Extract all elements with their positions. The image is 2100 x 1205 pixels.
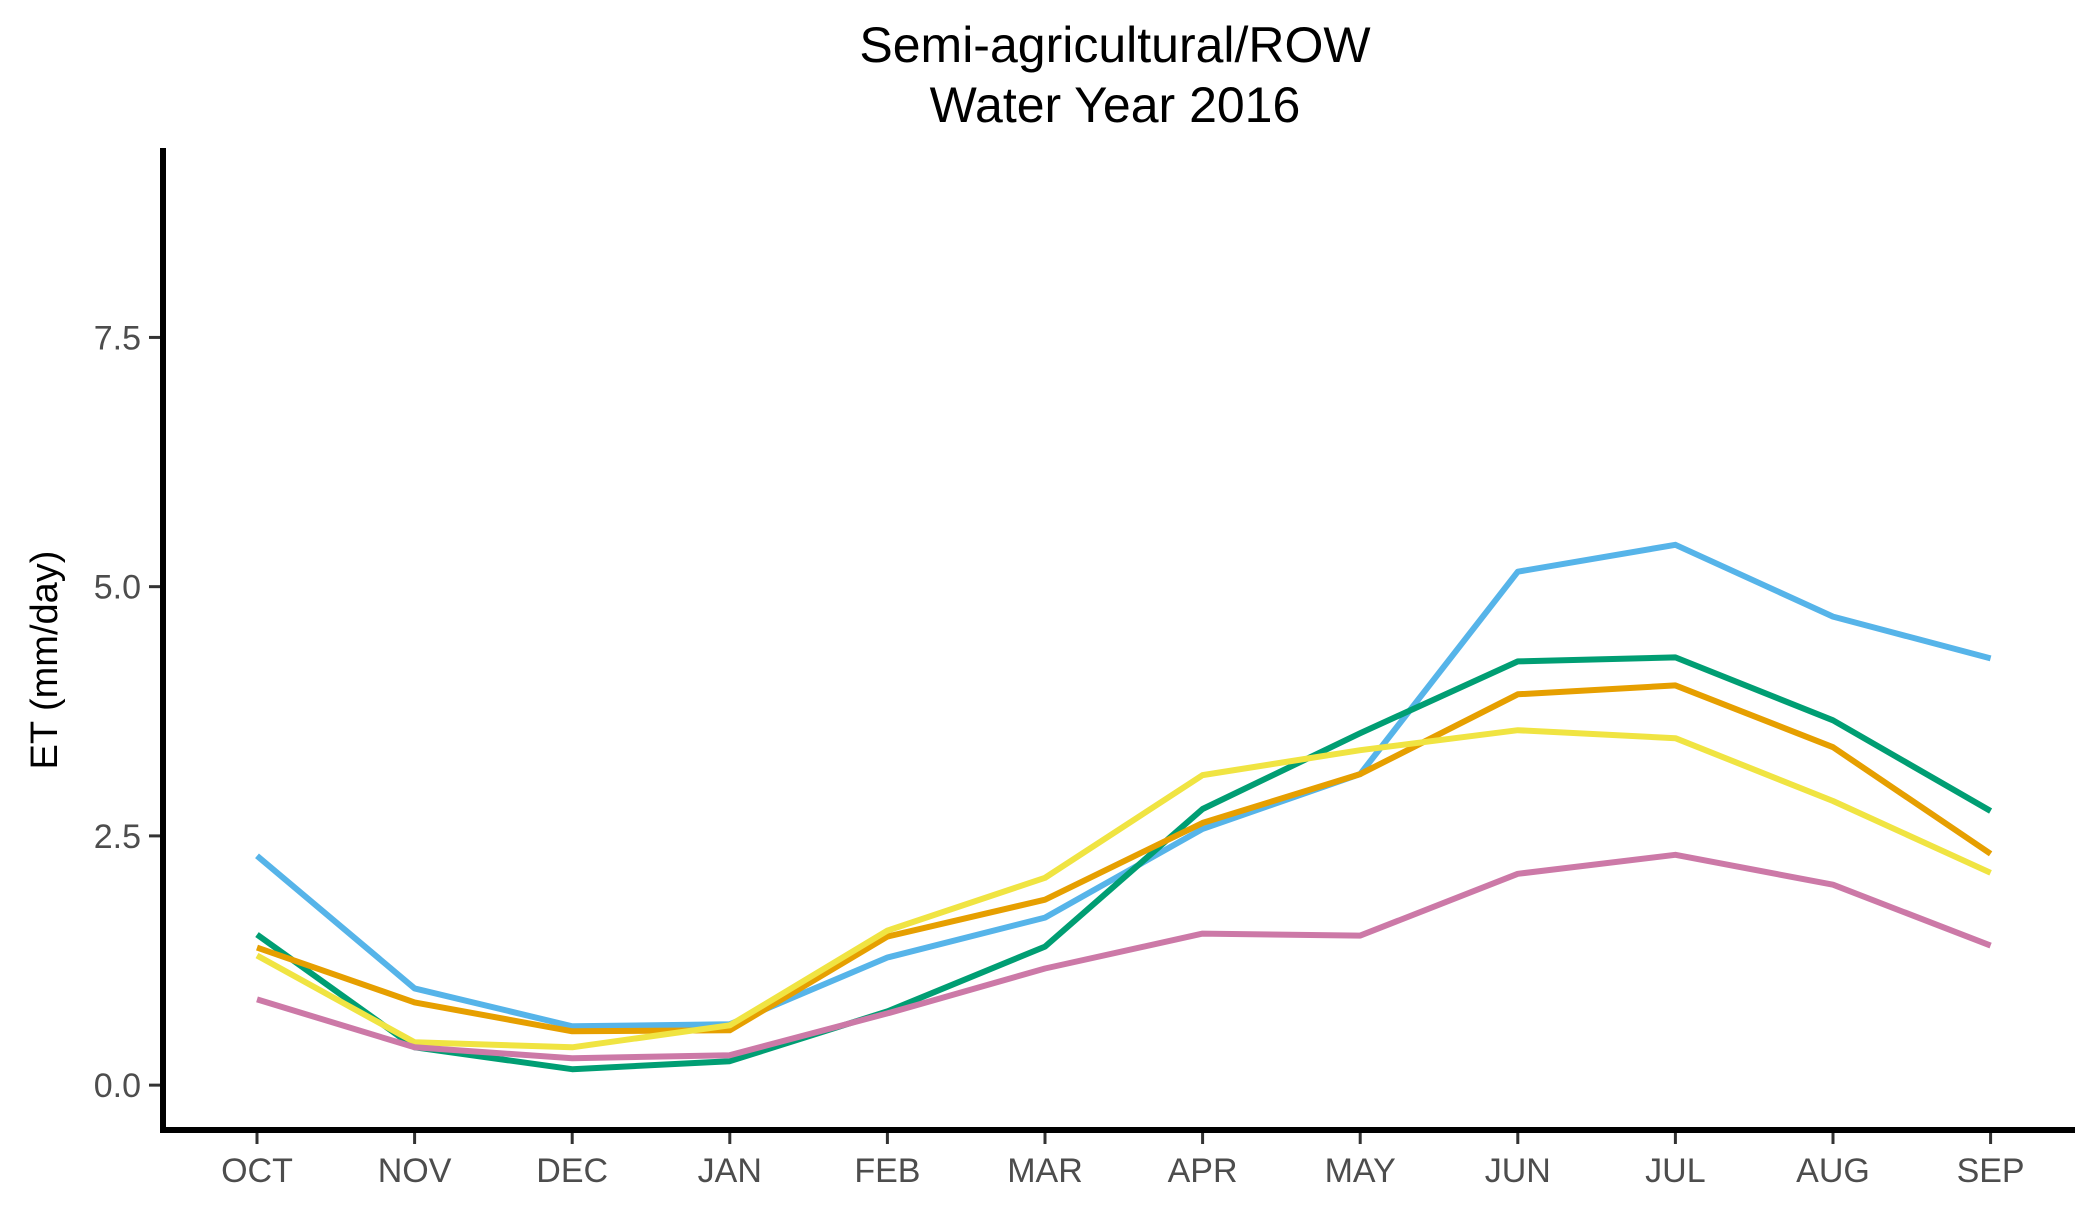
x-tick-label: JUL <box>1645 1152 1705 1190</box>
x-tick-label: DEC <box>536 1152 608 1190</box>
y-tick-label: 7.5 <box>94 319 141 357</box>
y-tick-label: 0.0 <box>94 1067 141 1105</box>
series-line-2 <box>255 654 1993 1073</box>
x-tick-label: MAR <box>1007 1152 1083 1190</box>
y-tick-group: 0.0 2.5 5.0 7.5 <box>94 319 160 1105</box>
x-tick-group: OCT NOV DEC JAN FEB MAR APR MAY JUN JUL AUG SEP <box>221 1133 2025 1190</box>
y-tick-label: 5.0 <box>94 569 141 607</box>
series-line-1 <box>255 541 1992 1030</box>
chart-title: Semi-agricultural/ROW <box>859 17 1371 73</box>
series-line-4 <box>255 727 1992 1051</box>
x-tick-label: OCT <box>221 1152 293 1190</box>
axes-layer <box>160 148 2075 1133</box>
series-layer <box>255 541 1993 1073</box>
x-tick-label: AUG <box>1796 1152 1870 1190</box>
x-tick-label: SEP <box>1957 1152 2025 1190</box>
series-line-5 <box>256 851 1992 1062</box>
x-tick-label: MAY <box>1325 1152 1396 1190</box>
x-tick-label: APR <box>1168 1152 1238 1190</box>
x-tick-label: FEB <box>854 1152 920 1190</box>
x-tick-label: NOV <box>378 1152 452 1190</box>
y-axis-title: ET (mm/day) <box>24 551 66 770</box>
y-tick-label: 2.5 <box>94 818 141 856</box>
chart-subtitle: Water Year 2016 <box>930 77 1301 133</box>
x-tick-label: JUN <box>1485 1152 1551 1190</box>
series-line-3 <box>256 682 1993 1035</box>
x-tick-label: JAN <box>698 1152 762 1190</box>
